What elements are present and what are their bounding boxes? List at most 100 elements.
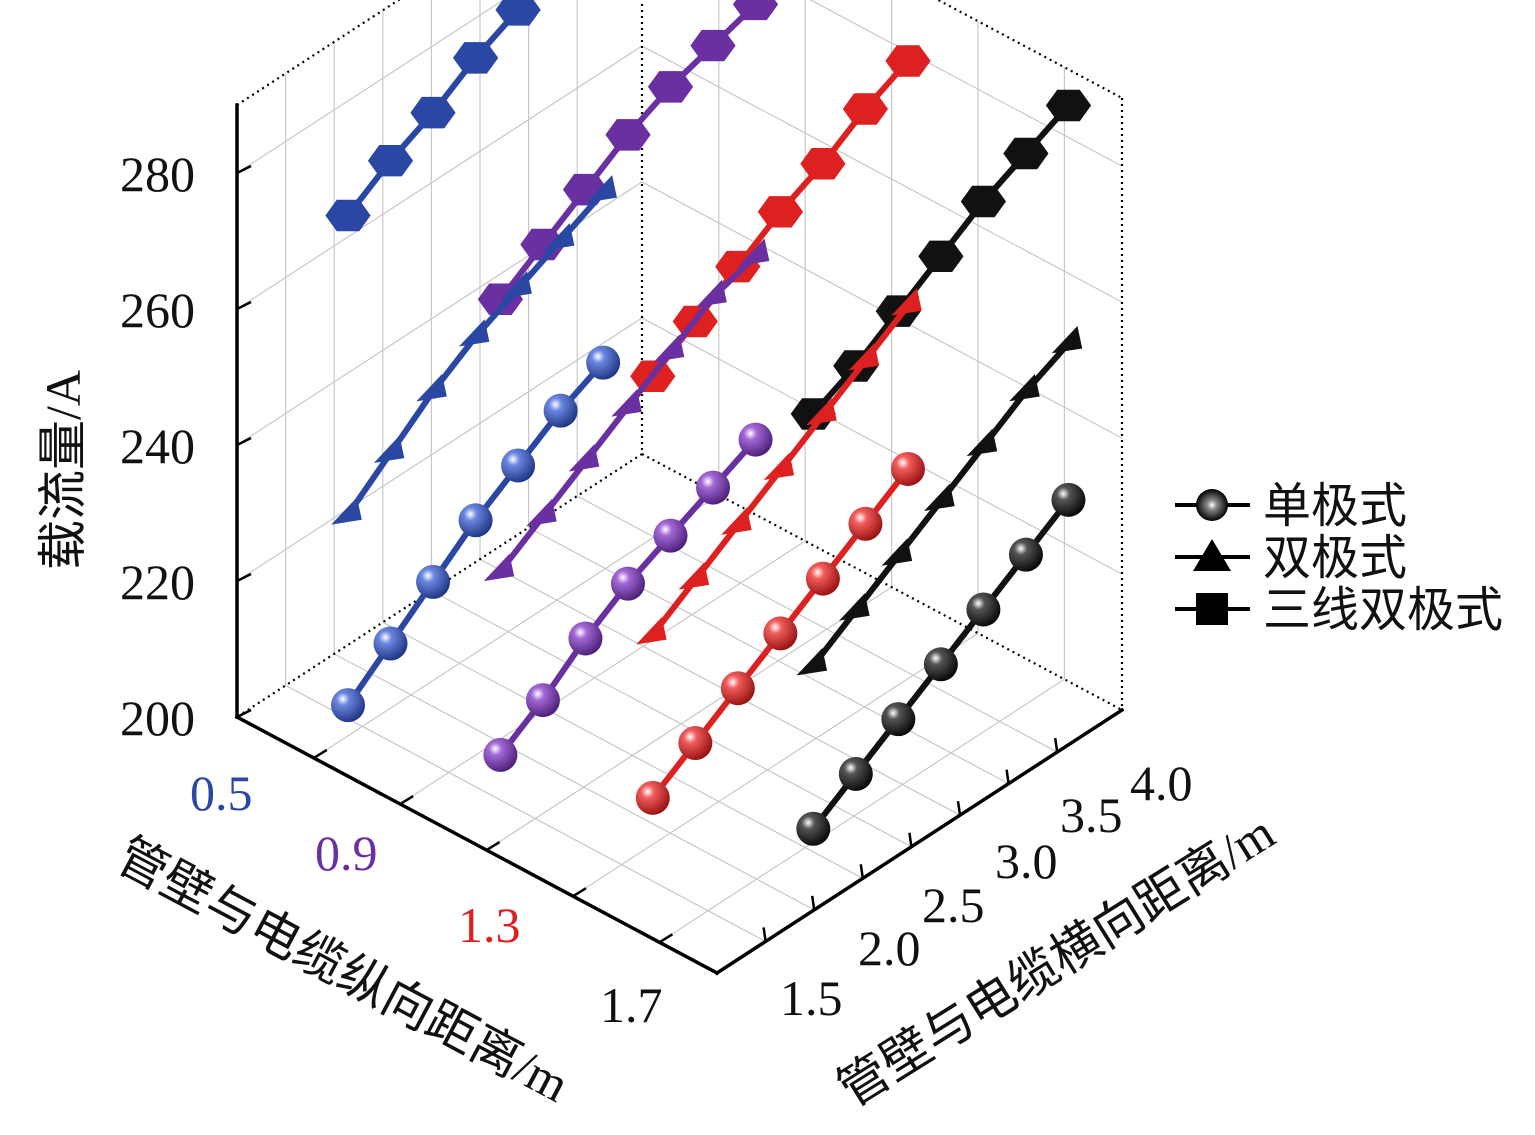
series-单极式-0.5 (331, 345, 621, 723)
value-tick-label: 280 (120, 146, 195, 202)
hexagon-marker (960, 185, 1007, 218)
triangle-marker (526, 498, 557, 527)
horizontal-grid-line (236, 181, 1123, 446)
hexagon-marker (452, 42, 499, 74)
triangle-marker (696, 279, 727, 308)
sphere-marker (696, 470, 731, 505)
longitudinal-tick-label: 0.9 (315, 825, 378, 881)
hexagon-marker (885, 45, 931, 77)
sphere-marker (796, 811, 831, 846)
horizontal-grid-line (236, 0, 1123, 174)
triangle-marker (721, 507, 752, 535)
floor-grid-line (382, 621, 864, 879)
triangle-marker (763, 452, 795, 481)
legend-sphere-icon (1196, 489, 1228, 521)
longitudinal-tick-label: 0.5 (190, 765, 253, 821)
triangle-marker (738, 238, 770, 266)
triangle-marker (636, 617, 667, 645)
series-三线双极式-0.5 (325, 0, 541, 232)
sphere-marker (881, 702, 916, 737)
triangle-marker (1009, 373, 1040, 402)
floor-grid-line (572, 632, 979, 897)
longitudinal-tick (485, 841, 501, 852)
sphere-marker (568, 621, 603, 656)
sphere-marker (848, 506, 883, 541)
transverse-axis-line (714, 707, 1125, 976)
legend-triangle-icon (1193, 539, 1231, 571)
sphere-marker (610, 566, 645, 601)
sphere-marker (586, 345, 621, 380)
floor-grid-line (479, 558, 961, 816)
transverse-tick (956, 801, 962, 816)
sphere-marker (1008, 537, 1043, 572)
transverse-tick-label: 1.5 (780, 970, 843, 1026)
series-line (345, 0, 531, 218)
longitudinal-tick-label: 1.3 (458, 897, 521, 953)
sphere-marker (738, 422, 773, 457)
value-axis-tick (236, 572, 252, 583)
legend-item: 双极式 (1175, 532, 1407, 585)
floor-grid-line (659, 678, 1065, 943)
longitudinal-tick (658, 933, 674, 944)
value-axis-tick (236, 164, 252, 175)
triangle-marker (806, 397, 837, 426)
legend-label: 单极式 (1263, 480, 1407, 533)
transverse-tick (859, 864, 865, 879)
triangle-marker (653, 334, 685, 362)
value-tick-label: 240 (120, 418, 195, 474)
floor-grid-line (313, 494, 720, 759)
value-tick-label: 200 (120, 690, 195, 746)
sphere-marker (966, 592, 1001, 627)
triangle-marker (891, 288, 922, 316)
hexagon-marker (757, 196, 804, 228)
series-layer (325, 0, 1092, 846)
hexagon-marker (732, 0, 779, 21)
sphere-marker (763, 616, 798, 651)
sphere-marker (458, 503, 493, 538)
hexagon-marker (325, 199, 371, 232)
transverse-tick-label: 2.5 (922, 877, 985, 933)
sphere-marker (483, 737, 518, 772)
triangle-marker (611, 389, 642, 417)
sphere-marker (720, 671, 755, 706)
value-tick-label: 220 (120, 554, 195, 610)
sphere-marker (501, 448, 536, 483)
legend-label: 三线双极式 (1263, 584, 1503, 637)
hexagon-marker (605, 119, 651, 151)
triangle-marker (839, 593, 870, 621)
legend-label: 双极式 (1263, 532, 1407, 585)
series-单极式-1.3 (635, 451, 925, 815)
triangle-marker (966, 428, 998, 457)
hexagon-marker (690, 29, 736, 62)
sphere-marker (890, 451, 925, 486)
sphere-marker (805, 561, 840, 596)
triangle-marker (586, 175, 617, 203)
transverse-tick (1053, 737, 1059, 753)
hexagon-marker (918, 240, 964, 272)
hexagon-marker (367, 145, 414, 177)
triangle-marker (458, 319, 490, 347)
floor-grid-line (399, 540, 806, 805)
series-双极式-0.5 (331, 175, 617, 525)
triangle-marker (796, 648, 828, 676)
triangle-marker (501, 271, 532, 299)
sphere-marker (525, 683, 560, 718)
value-tick-label: 260 (120, 282, 195, 338)
triangle-marker (331, 497, 362, 525)
sphere-marker (635, 780, 670, 815)
sphere-marker (923, 647, 958, 682)
value-axis-tick (236, 436, 252, 447)
hexagon-marker (410, 96, 456, 129)
longitudinal-axis-line (234, 714, 720, 976)
longitudinal-tick-label: 1.7 (600, 977, 663, 1033)
triangle-marker (678, 562, 710, 590)
transverse-tick-label: 4.0 (1130, 755, 1193, 811)
sphere-marker (543, 393, 578, 428)
triangle-marker (416, 374, 447, 402)
triangle-marker (373, 435, 405, 463)
longitudinal-tick (399, 794, 414, 806)
transverse-tick (1005, 769, 1010, 784)
longitudinal-tick (572, 887, 587, 898)
